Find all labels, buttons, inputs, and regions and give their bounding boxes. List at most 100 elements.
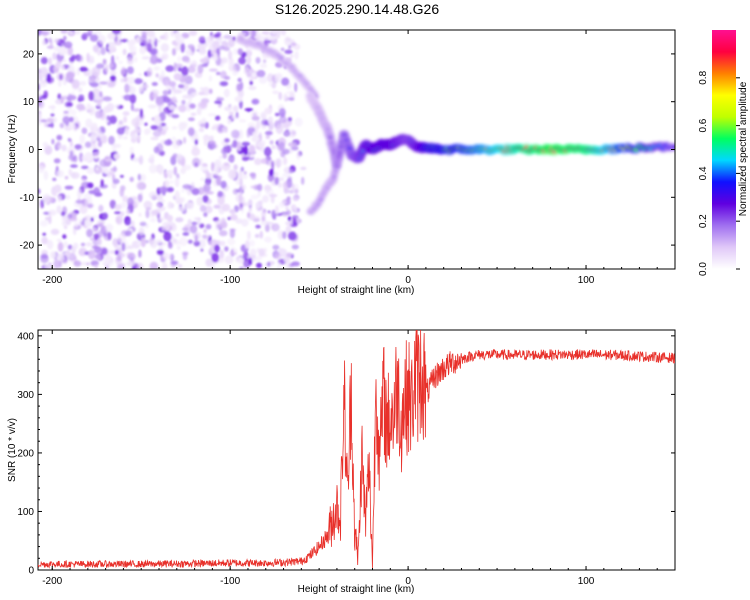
noise-blob — [63, 41, 73, 49]
noise-blob — [205, 191, 214, 195]
noise-blob — [48, 37, 52, 43]
noise-blob — [120, 211, 125, 217]
noise-blob — [215, 176, 222, 186]
noise-blob — [199, 223, 205, 229]
noise-blob — [166, 214, 173, 222]
noise-blob — [62, 234, 67, 239]
noise-blob — [250, 194, 260, 200]
noise-blob — [144, 128, 151, 135]
noise-blob — [272, 244, 280, 250]
noise-blob — [138, 227, 145, 236]
noise-blob — [88, 55, 95, 63]
noise-blob — [155, 73, 159, 78]
noise-blob — [90, 237, 95, 241]
x-tick-label: 0 — [405, 275, 411, 286]
noise-blob — [204, 177, 212, 186]
noise-blob — [221, 162, 231, 172]
noise-blob — [227, 216, 231, 221]
x-tick-label: 0 — [405, 576, 411, 587]
noise-blob — [198, 127, 205, 133]
noise-blob — [149, 261, 159, 269]
noise-blob — [176, 153, 183, 161]
noise-blob — [136, 181, 146, 191]
noise-blob — [247, 122, 256, 129]
noise-blob — [108, 135, 115, 145]
noise-blob — [180, 167, 187, 174]
noise-blob — [290, 54, 294, 58]
noise-blob — [112, 178, 120, 184]
noise-blob — [134, 78, 143, 85]
noise-blob — [45, 216, 49, 221]
noise-blob — [205, 171, 211, 179]
noise-blob — [243, 171, 247, 175]
colorbar-ticks: 0.0 0.2 0.4 0.6 0.8 — [698, 70, 740, 276]
noise-blob — [112, 238, 119, 247]
noise-blob — [64, 176, 69, 180]
noise-blob — [171, 114, 180, 119]
noise-blob — [214, 100, 221, 104]
noise-blob — [267, 210, 271, 214]
noise-blob — [110, 250, 115, 255]
noise-blob — [115, 55, 120, 61]
noise-blob — [283, 181, 288, 191]
noise-blob — [174, 177, 180, 188]
noise-blob — [97, 99, 102, 107]
noise-blob — [203, 136, 208, 146]
noise-blob — [229, 228, 235, 239]
noise-blob — [188, 100, 192, 105]
noise-blob — [89, 34, 99, 42]
noise-blob — [152, 130, 162, 137]
noise-blob — [228, 169, 237, 180]
noise-blob — [177, 206, 186, 212]
noise-blob — [95, 131, 105, 139]
noise-blob — [147, 104, 157, 109]
noise-blob — [178, 104, 187, 113]
noise-blob — [201, 63, 208, 68]
noise-blob — [148, 191, 158, 199]
noise-blob — [219, 249, 225, 260]
noise-blob — [254, 158, 262, 166]
noise-blob — [124, 230, 132, 237]
noise-blob — [138, 249, 142, 258]
noise-blob — [227, 118, 232, 125]
noise-blob — [213, 204, 221, 209]
noise-blob — [114, 211, 121, 215]
noise-blob — [46, 73, 52, 83]
noise-blob — [191, 147, 201, 157]
noise-blob — [55, 61, 62, 69]
noise-blob — [191, 182, 195, 187]
snr-y-label: SNR (10 * v/v) — [7, 418, 18, 482]
noise-blob — [81, 177, 86, 182]
noise-blob — [240, 184, 247, 191]
noise-blob — [60, 211, 66, 217]
noise-blob — [235, 189, 241, 193]
noise-blob — [43, 170, 49, 181]
noise-blob — [67, 137, 71, 142]
noise-blob — [88, 91, 95, 101]
noise-blob — [263, 59, 267, 64]
noise-blob — [187, 117, 195, 122]
noise-blob — [163, 231, 172, 242]
noise-blob — [255, 57, 261, 64]
noise-blob — [282, 231, 287, 240]
noise-blob — [265, 134, 270, 140]
noise-blob — [182, 184, 191, 190]
noise-blob — [74, 220, 79, 228]
noise-blob — [46, 239, 54, 250]
noise-blob — [235, 218, 243, 224]
noise-blob — [53, 188, 58, 197]
noise-blob — [50, 122, 54, 128]
noise-blob — [264, 236, 272, 243]
noise-blob — [292, 196, 299, 202]
noise-blob — [194, 162, 198, 167]
noise-blob — [136, 135, 141, 141]
noise-blob — [112, 143, 122, 148]
noise-blob — [180, 197, 186, 203]
noise-blob — [67, 93, 73, 103]
noise-blob — [249, 154, 255, 158]
noise-blob — [127, 197, 134, 207]
noise-blob — [124, 83, 130, 94]
noise-blob — [265, 221, 274, 225]
noise-blob — [92, 227, 97, 233]
